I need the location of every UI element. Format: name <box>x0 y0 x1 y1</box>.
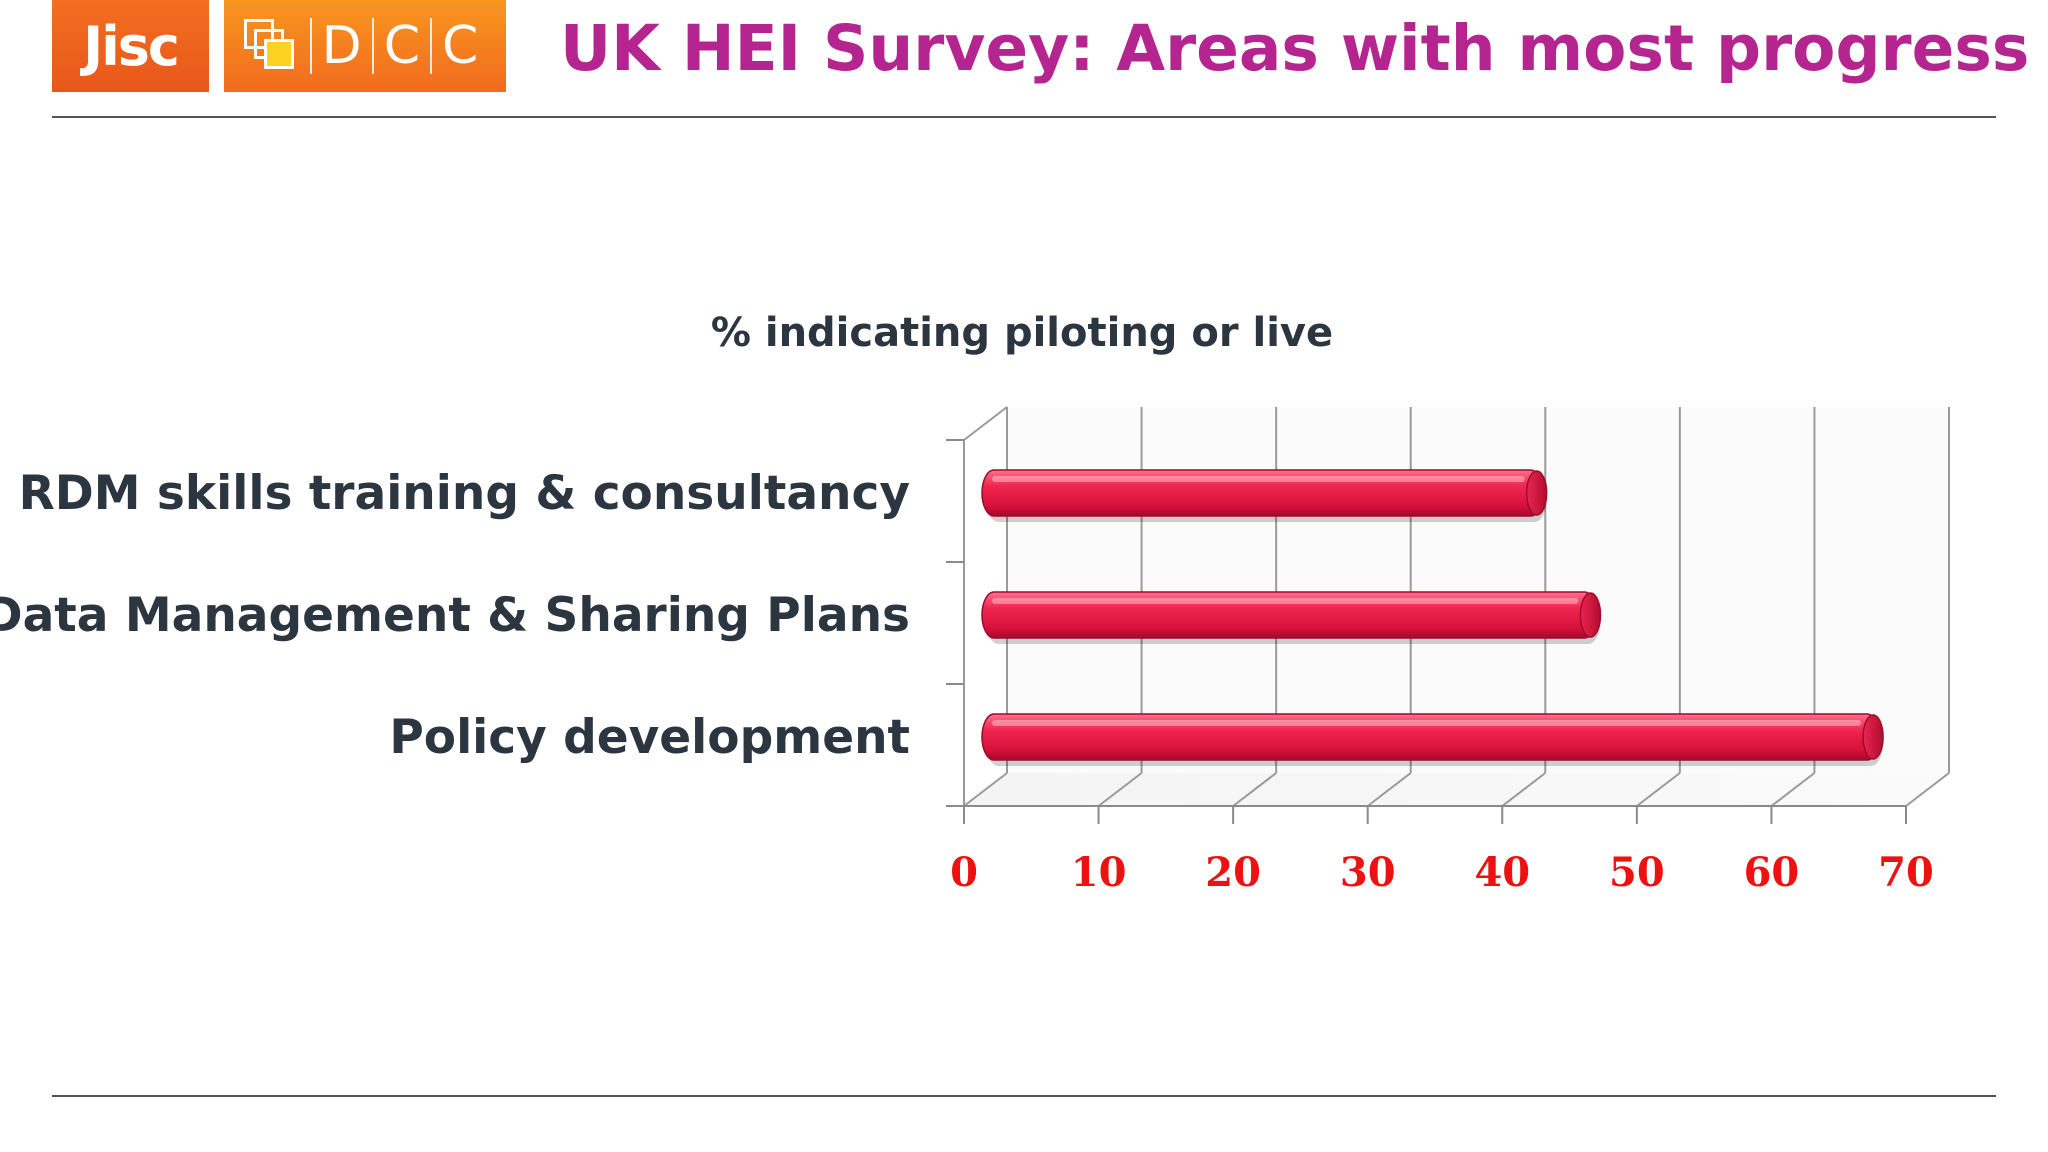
axis-left-depth <box>963 406 1008 441</box>
x-tick-label-30: 30 <box>1340 849 1396 896</box>
x-tick-label-0: 0 <box>950 849 978 896</box>
dcc-letter-c2: C <box>430 18 488 74</box>
chart-labels: 0 10 20 30 40 50 60 70 RDM skills training & con… <box>0 310 1934 896</box>
dcc-logo-text: D C C <box>309 18 489 74</box>
gridline-floor-10 <box>1097 772 1143 807</box>
bar-cap-1 <box>1579 592 1602 638</box>
chart-gridlines <box>963 407 1950 807</box>
bar-cap-2 <box>1862 714 1884 760</box>
dcc-letter-d: D <box>309 18 372 74</box>
category-label-2: Policy development <box>389 710 910 765</box>
chart-back-wall <box>1007 407 1949 773</box>
gridline-floor-20 <box>1232 772 1277 807</box>
chart-background <box>964 407 1949 806</box>
gridline-floor-50 <box>1636 772 1681 807</box>
slide-title: UK HEI Survey: Areas with most progress <box>560 12 2030 85</box>
bottom-divider <box>52 1095 1996 1097</box>
gridline-floor-70 <box>1905 772 1950 807</box>
x-tick-label-60: 60 <box>1744 849 1800 896</box>
gridline-floor-30 <box>1367 772 1412 807</box>
chart-floor <box>964 773 1949 806</box>
chart-bars <box>981 469 1884 766</box>
bar-cap-0 <box>1525 470 1548 516</box>
jisc-logo-text: Jisc <box>83 14 180 78</box>
bar-highlight-2 <box>992 720 1862 726</box>
chart-axes <box>946 406 1907 824</box>
x-tick-label-20: 20 <box>1205 849 1261 896</box>
gridline-floor-60 <box>1770 772 1816 807</box>
dcc-logo: D C C <box>224 0 506 92</box>
top-divider <box>52 116 1996 118</box>
jisc-logo: Jisc <box>52 0 209 92</box>
bar-1 <box>981 591 1602 644</box>
bar-0 <box>981 469 1548 522</box>
gridline-floor-0 <box>963 772 1008 807</box>
bar-highlight-0 <box>992 476 1525 482</box>
x-tick-label-70: 70 <box>1878 849 1934 896</box>
dcc-letter-c1: C <box>371 18 430 74</box>
dcc-squares-icon <box>242 17 300 75</box>
x-tick-label-10: 10 <box>1071 849 1127 896</box>
x-tick-label-40: 40 <box>1474 849 1530 896</box>
chart-title: % indicating piloting or live <box>711 310 1333 356</box>
gridline-floor-40 <box>1501 772 1546 807</box>
bar-highlight-1 <box>992 598 1579 604</box>
bar-2 <box>981 713 1884 766</box>
x-tick-label-50: 50 <box>1609 849 1665 896</box>
category-label-0: RDM skills training & consultancy <box>19 466 910 521</box>
category-label-1: Data Management & Sharing Plans <box>0 588 910 643</box>
